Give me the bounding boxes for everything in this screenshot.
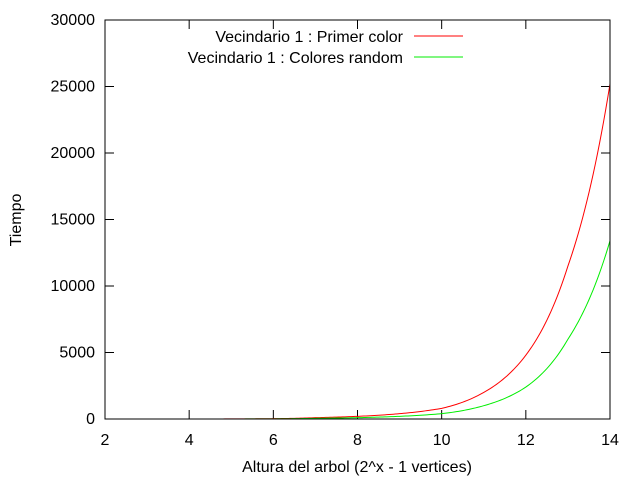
series-line-0	[105, 83, 611, 420]
y-tick-label: 15000	[51, 212, 96, 229]
x-tick-label: 4	[185, 432, 194, 449]
x-tick-label: 8	[353, 432, 362, 449]
y-tick-label: 20000	[51, 145, 96, 162]
legend: Vecindario 1 : Primer color Vecindario 1 …	[188, 29, 463, 67]
x-tick-label: 2	[101, 432, 110, 449]
y-tick-label: 30000	[51, 12, 96, 29]
x-tick-label: 10	[433, 432, 451, 449]
x-axis-label: Altura del arbol (2^x - 1 vertices)	[242, 459, 472, 476]
x-tick-label: 14	[601, 432, 619, 449]
series-line-1	[105, 240, 611, 420]
legend-label: Vecindario 1 : Colores random	[188, 50, 403, 67]
y-axis-label: Tiempo	[8, 194, 25, 247]
y-axis-label-group: Tiempo	[8, 194, 25, 247]
series-lines	[105, 83, 611, 420]
y-tick-label: 10000	[51, 278, 96, 295]
plot-frame	[104, 19, 611, 420]
x-tick-label: 6	[269, 432, 278, 449]
legend-label: Vecindario 1 : Primer color	[215, 29, 403, 46]
x-tick-label: 12	[517, 432, 535, 449]
y-tick-label: 25000	[51, 79, 96, 96]
axis-ticks: 0 5000 10000 15000 20000 25000 30000 2 4 6 8 10 12 14	[51, 12, 620, 449]
y-tick-label: 5000	[59, 345, 95, 362]
y-tick-label: 0	[86, 411, 95, 428]
